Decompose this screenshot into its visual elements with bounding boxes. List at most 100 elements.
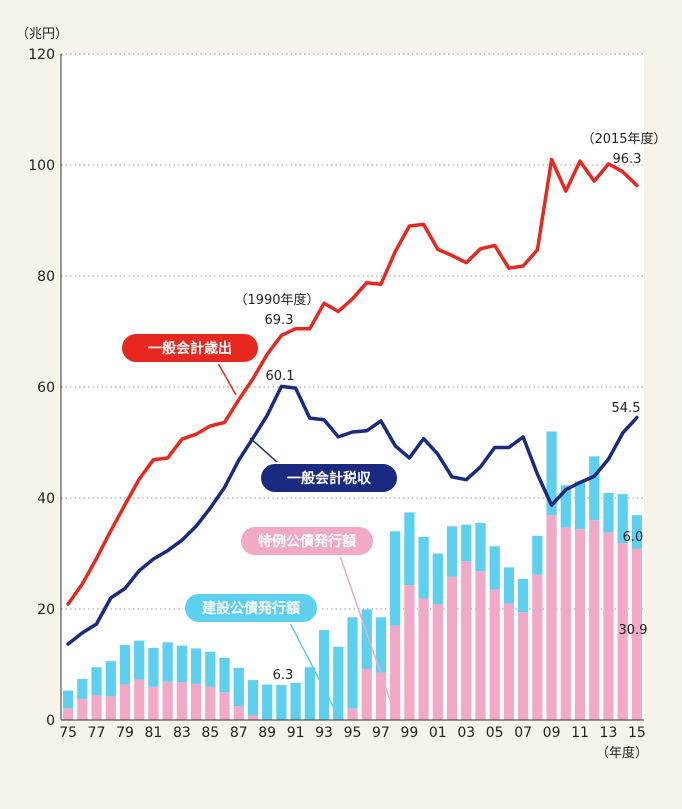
x-tick-label: 05 [486, 725, 504, 741]
bar-construction-bonds [518, 579, 529, 613]
bar-special-bonds [361, 668, 372, 720]
label-special-bonds-text: 特例公債発行額 [258, 533, 356, 550]
bar-special-bonds [119, 684, 131, 720]
annotation-revenue-1990-value: 60.1 [266, 369, 295, 384]
x-tick-label: 15 [628, 725, 646, 741]
y-tick-label: 100 [28, 158, 55, 174]
bar-special-bonds [148, 686, 159, 720]
bar-special-bonds [461, 561, 472, 720]
bar-special-bonds [475, 571, 486, 720]
bar-construction-bonds [361, 609, 372, 669]
x-tick-label: 93 [315, 725, 333, 741]
bar-construction-bonds [148, 647, 159, 687]
bar-construction-bonds [432, 553, 443, 605]
bar-construction-bonds [176, 645, 187, 683]
x-tick-label: 77 [88, 725, 106, 741]
bar-construction-bonds [190, 648, 202, 684]
bar-construction-bonds [560, 485, 571, 528]
bar-construction-bonds [503, 567, 515, 604]
annotation-expenditure-2015-value: 96.3 [613, 152, 642, 167]
bars [62, 431, 643, 720]
bar-special-bonds [446, 576, 458, 720]
label-expenditure-text: 一般会計歳出 [148, 340, 232, 357]
bar-construction-bonds [318, 630, 330, 720]
label-revenue: 一般会計税収 [249, 437, 399, 494]
bar-special-bonds [574, 529, 586, 720]
x-tick-label: 81 [145, 725, 163, 741]
bar-special-bonds [418, 598, 429, 720]
bar-special-bonds [560, 527, 571, 720]
bar-construction-bonds [546, 431, 557, 516]
x-unit-label: （年度） [596, 745, 648, 761]
bar-construction-bonds [603, 493, 614, 533]
bar-construction-bonds [418, 536, 429, 599]
bar-construction-bonds [77, 678, 88, 699]
bar-special-bonds [233, 706, 244, 720]
bar-special-bonds [589, 520, 600, 720]
x-tick-label: 87 [230, 725, 248, 741]
x-tick-label: 83 [173, 725, 191, 741]
bar-special-bonds [219, 692, 230, 720]
bar-special-bonds [432, 604, 443, 720]
bar-construction-bonds [404, 512, 415, 586]
annotation-expenditure-1990-value: 69.3 [265, 313, 294, 328]
bar-construction-bonds [532, 535, 543, 575]
bar-construction-bonds [91, 667, 102, 696]
bar-construction-bonds [290, 682, 301, 720]
bar-special-bonds [489, 589, 500, 720]
bar-construction-bonds [276, 685, 287, 720]
bar-construction-bonds [219, 657, 230, 693]
bar-special-bonds [190, 683, 202, 720]
x-tick-label: 03 [457, 725, 475, 741]
annotation-expenditure-1990-year: （1990年度） [234, 292, 319, 308]
bar-special-bonds [390, 625, 401, 720]
bar-special-bonds [77, 698, 88, 720]
bar-construction-bonds [589, 456, 600, 521]
axes [60, 54, 644, 721]
bar-construction-bonds [375, 617, 387, 673]
bar-construction-bonds [304, 667, 315, 720]
bar-construction-bonds [461, 524, 472, 562]
bar-special-bonds [176, 682, 187, 720]
x-tick-label: 09 [543, 725, 561, 741]
bar-construction-bonds [134, 640, 145, 680]
y-tick-label: 20 [37, 602, 55, 618]
x-tick-labels: 75 77 79 81 83 85 87 89 91 93 95 97 99 01 03 05 07 09 11 13… [59, 725, 646, 741]
bar-construction-bonds [233, 667, 244, 707]
lines [66, 157, 639, 646]
annotation-special-2015-value: 30.9 [619, 623, 648, 638]
line-expenditure [66, 157, 639, 606]
annotation-construction-1990-value: 6.3 [273, 668, 294, 683]
bar-construction-bonds [347, 617, 358, 709]
x-tick-label: 99 [400, 725, 418, 741]
bar-construction-bonds [205, 651, 216, 687]
annotation-expenditure-2015-year: （2015年度） [581, 131, 666, 147]
bar-special-bonds [603, 532, 614, 720]
x-tick-label: 91 [287, 725, 305, 741]
x-tick-label: 11 [571, 725, 589, 741]
bar-special-bonds [546, 515, 557, 720]
bar-special-bonds [105, 696, 116, 720]
line-revenue [66, 384, 639, 646]
bar-special-bonds [205, 686, 216, 720]
bar-construction-bonds [617, 494, 628, 543]
bar-construction-bonds [489, 546, 500, 590]
label-construction-bonds: 建設公債発行額 [183, 592, 337, 713]
x-tick-label: 89 [258, 725, 276, 741]
bar-special-bonds [62, 708, 74, 720]
bar-special-bonds [503, 603, 515, 720]
bar-special-bonds [631, 548, 643, 720]
bar-special-bonds [162, 681, 173, 720]
bar-construction-bonds [119, 645, 131, 685]
y-tick-label: 120 [28, 47, 55, 63]
x-tick-label: 97 [372, 725, 390, 741]
x-tick-label: 75 [59, 725, 77, 741]
y-tick-labels: 0 20 40 60 80 100 120 [28, 47, 55, 729]
bar-construction-bonds [162, 642, 173, 682]
bar-special-bonds [247, 715, 259, 720]
y-tick-label: 40 [37, 491, 55, 507]
annotation-revenue-2015-value: 54.5 [612, 401, 641, 416]
bar-special-bonds [532, 574, 543, 720]
label-special-bonds: 特例公債発行額 [239, 525, 391, 701]
